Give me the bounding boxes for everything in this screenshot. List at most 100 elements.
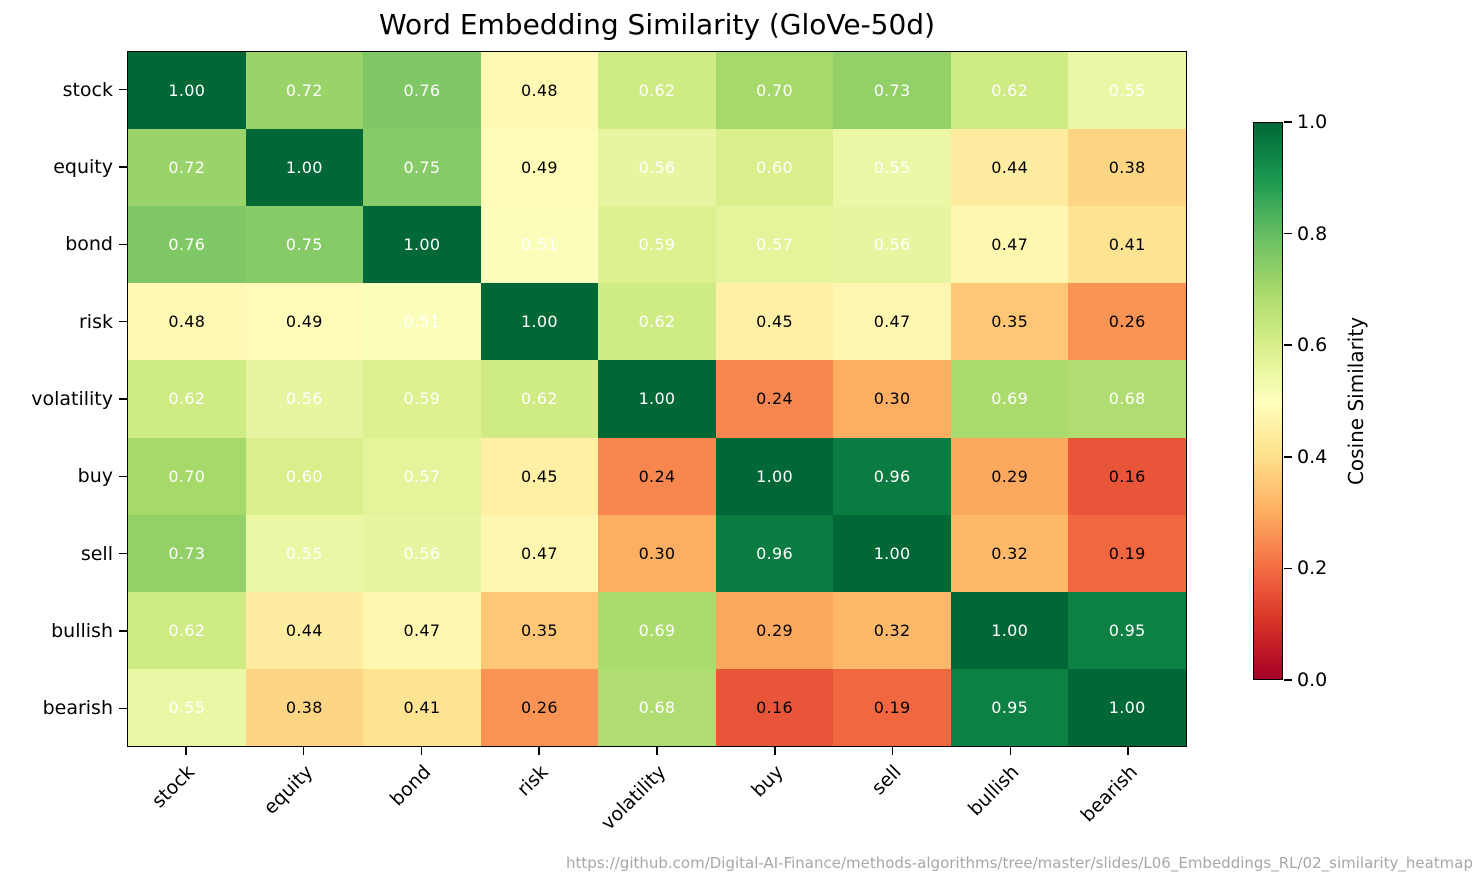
cell-value: 0.70 xyxy=(168,466,206,486)
colorbar xyxy=(1253,122,1283,680)
cell-value: 0.73 xyxy=(168,543,206,563)
heatmap-cell: 0.62 xyxy=(128,591,246,669)
heatmap-cell: 0.62 xyxy=(480,360,599,438)
cell-value: 0.47 xyxy=(403,620,441,640)
heatmap-cell: 0.62 xyxy=(598,52,716,130)
y-tick-label: bearish xyxy=(42,697,113,720)
heatmap-cell: 0.68 xyxy=(1068,360,1186,438)
cell-value: 0.56 xyxy=(638,158,676,178)
cell-value: 0.76 xyxy=(403,81,441,101)
cell-value: 0.62 xyxy=(168,620,206,640)
heatmap-cell: 0.49 xyxy=(245,283,364,361)
heatmap-cell: 1.00 xyxy=(363,206,481,284)
cell-value: 0.45 xyxy=(756,312,793,332)
cell-value: 0.41 xyxy=(1108,235,1146,255)
colorbar-tick-mark xyxy=(1284,456,1292,458)
cell-value: 0.47 xyxy=(873,312,911,332)
heatmap-cell: 0.47 xyxy=(950,206,1069,284)
heatmap-cell: 0.30 xyxy=(833,360,951,438)
cell-value: 1.00 xyxy=(1108,697,1146,717)
heatmap-cell: 0.38 xyxy=(245,668,364,746)
heatmap-cell: 0.73 xyxy=(128,514,246,592)
y-tick-mark xyxy=(119,630,127,632)
heatmap-cell: 0.41 xyxy=(1068,206,1186,284)
colorbar-tick-label: 0.2 xyxy=(1297,557,1328,580)
cell-value: 0.59 xyxy=(638,235,676,255)
x-tick-mark xyxy=(420,747,423,755)
cell-value: 0.26 xyxy=(1108,312,1146,332)
cell-value: 0.96 xyxy=(873,466,911,486)
heatmap-cell: 0.60 xyxy=(245,437,364,515)
y-tick-mark xyxy=(119,552,127,555)
cell-value: 0.57 xyxy=(403,466,441,486)
heatmap-cell: 0.68 xyxy=(598,668,716,746)
y-tick-mark xyxy=(119,320,127,323)
heatmap-cell: 0.24 xyxy=(598,437,716,515)
chart-title: Word Embedding Similarity (GloVe-50d) xyxy=(378,8,936,41)
heatmap-cell: 1.00 xyxy=(950,591,1069,669)
heatmap-cell: 0.96 xyxy=(833,437,951,515)
y-tick-label: sell xyxy=(80,542,113,565)
cell-value: 0.44 xyxy=(285,620,323,640)
colorbar-tick-mark xyxy=(1284,232,1292,235)
cell-value: 1.00 xyxy=(285,158,323,178)
heatmap-cell: 0.59 xyxy=(363,360,481,438)
heatmap-cell: 0.95 xyxy=(1068,591,1186,669)
colorbar-tick-label: 1.0 xyxy=(1297,111,1328,133)
heatmap-cell: 0.69 xyxy=(950,360,1069,438)
heatmap-cell: 0.62 xyxy=(128,360,246,438)
x-tick-label: bearish xyxy=(1076,761,1142,827)
y-tick-mark xyxy=(119,88,127,91)
cell-value: 0.55 xyxy=(168,697,206,717)
cell-value: 0.68 xyxy=(638,697,676,717)
cell-value: 0.62 xyxy=(168,389,206,409)
cell-value: 0.24 xyxy=(638,466,676,486)
cell-value: 0.96 xyxy=(756,543,793,563)
heatmap-cell: 0.45 xyxy=(480,437,599,515)
colorbar-tick-label: 0.0 xyxy=(1297,669,1328,691)
heatmap-cell: 0.47 xyxy=(480,514,599,592)
cell-value: 0.57 xyxy=(756,235,793,255)
y-tick-mark xyxy=(119,707,127,710)
cell-value: 0.35 xyxy=(991,312,1029,332)
y-tick-mark xyxy=(119,243,127,246)
x-tick-label: sell xyxy=(867,761,907,800)
y-tick-label: bullish xyxy=(51,620,113,642)
cell-value: 0.45 xyxy=(521,466,558,486)
heatmap-cell: 0.44 xyxy=(950,129,1069,207)
y-tick-label: bond xyxy=(65,233,113,256)
cell-value: 0.60 xyxy=(756,158,793,178)
cell-value: 1.00 xyxy=(521,312,558,332)
footer-url: https://github.com/Digital-AI-Finance/me… xyxy=(566,854,1473,872)
heatmap-cell: 0.76 xyxy=(128,206,246,284)
heatmap-cell: 0.55 xyxy=(245,514,364,592)
heatmap-cell: 0.19 xyxy=(1068,514,1186,592)
cell-value: 0.48 xyxy=(168,312,206,332)
y-tick-mark xyxy=(119,475,127,478)
cell-value: 0.60 xyxy=(285,466,323,486)
cell-value: 0.51 xyxy=(403,312,441,332)
heatmap-cell: 0.75 xyxy=(245,206,364,284)
cell-value: 0.47 xyxy=(521,543,558,563)
cell-value: 0.38 xyxy=(1108,158,1146,178)
colorbar-tick-label: 0.6 xyxy=(1297,334,1328,357)
x-tick-label: equity xyxy=(259,761,318,819)
cell-value: 0.32 xyxy=(873,620,911,640)
cell-value: 1.00 xyxy=(991,620,1029,640)
cell-value: 0.48 xyxy=(521,81,558,101)
cell-value: 0.19 xyxy=(873,697,911,717)
cell-value: 0.51 xyxy=(521,235,558,255)
cell-value: 1.00 xyxy=(638,389,676,409)
heatmap-cell: 0.56 xyxy=(245,360,364,438)
x-tick-mark xyxy=(656,747,658,755)
cell-value: 0.55 xyxy=(1108,81,1146,101)
heatmap-cell: 0.69 xyxy=(598,591,716,669)
heatmap-cell: 0.51 xyxy=(363,283,481,361)
colorbar-tick-mark xyxy=(1284,344,1292,346)
heatmap-cell: 0.73 xyxy=(833,52,951,130)
x-tick-label: risk xyxy=(513,761,553,801)
x-tick-mark xyxy=(773,747,776,755)
heatmap-cell: 0.16 xyxy=(715,668,834,746)
cell-value: 1.00 xyxy=(168,81,206,101)
